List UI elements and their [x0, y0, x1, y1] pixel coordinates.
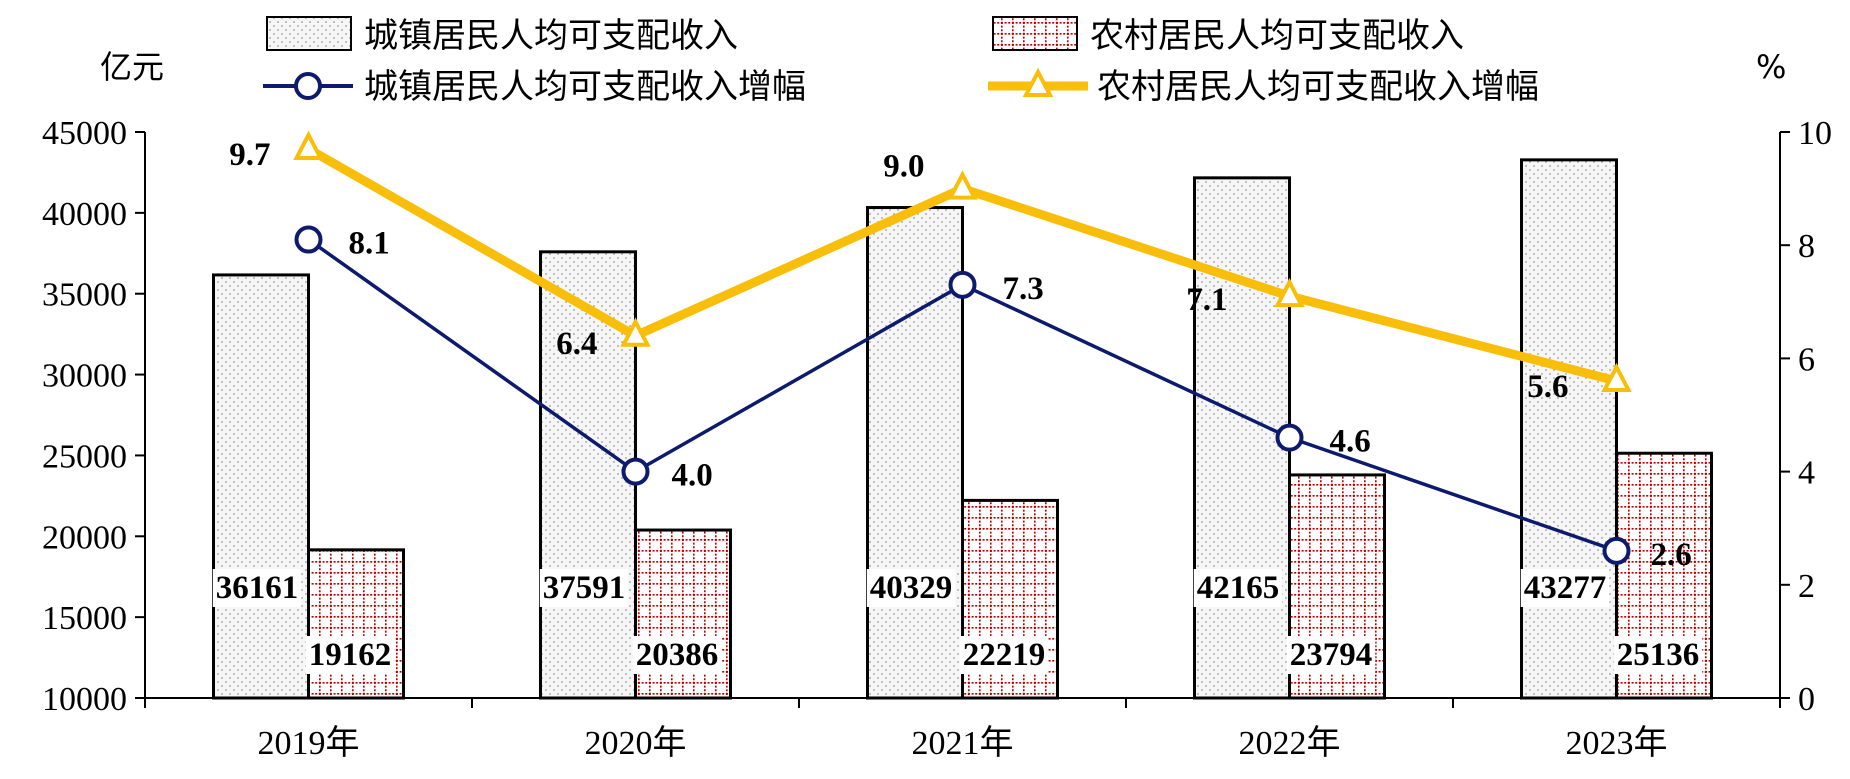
- data-label-urban-income: 40329: [870, 570, 953, 606]
- data-label-rural-income-bg: [305, 636, 395, 674]
- data-label-urban-income-bg: [539, 569, 629, 607]
- left-axis-tick-label: 20000: [42, 519, 127, 556]
- data-label-rural-income-bg: [1613, 636, 1703, 674]
- data-label-urban-income-bg: [1520, 569, 1610, 607]
- growth-lines: [293, 130, 1632, 565]
- data-label-rural-growth: 9.0: [883, 149, 924, 185]
- data-label-rural-income-bg: [632, 636, 722, 674]
- bar-urban-income: [212, 273, 310, 700]
- data-label-rural-income: 19162: [309, 637, 392, 673]
- data-label-urban-growth: 2.6: [1651, 537, 1692, 573]
- bar-urban-income: [1193, 176, 1291, 700]
- right-axis-tick-label: 0: [1798, 681, 1815, 718]
- data-label-rural-income-bg: [959, 636, 1049, 674]
- bars: [212, 158, 1713, 700]
- data-label-rural-income: 23794: [1290, 637, 1373, 673]
- bar-urban-income: [1520, 158, 1618, 700]
- legend-swatch-rural-income: [992, 16, 1078, 51]
- x-axis-tick-label: 2023年: [1566, 724, 1668, 762]
- data-label-rural-income: 20386: [636, 637, 719, 673]
- data-label-rural-income: 22219: [963, 637, 1046, 673]
- right-axis-tick-label: 6: [1798, 341, 1815, 378]
- data-label-urban-growth: 4.6: [1330, 424, 1371, 460]
- data-label-urban-income: 37591: [543, 570, 626, 606]
- marker-urban-growth: [1275, 423, 1304, 452]
- data-label-rural-income: 25136: [1617, 637, 1700, 673]
- data-label-urban-income: 42165: [1197, 570, 1280, 606]
- x-axis-tick-label: 2019年: [258, 724, 360, 762]
- axes: 45000 40000 35000 30000 25000 20000 15000 10000…: [42, 115, 1832, 762]
- bar-urban-income: [539, 250, 637, 700]
- data-label-urban-growth: 8.1: [349, 226, 390, 262]
- left-axis-tick-label: 10000: [42, 681, 127, 718]
- marker-rural-growth: [293, 130, 324, 160]
- legend-swatch-rural-growth: [988, 67, 1088, 97]
- bar-rural-income: [307, 548, 405, 700]
- right-axis-tick-label: 4: [1798, 455, 1815, 492]
- data-label-rural-growth: 9.7: [229, 137, 270, 173]
- data-label-urban-income-bg: [1193, 569, 1283, 607]
- marker-rural-growth: [620, 317, 651, 347]
- data-label-rural-growth: 6.4: [556, 326, 597, 362]
- marker-rural-growth: [1274, 277, 1305, 308]
- marker-urban-growth: [621, 457, 650, 486]
- data-label-urban-growth: 7.3: [1003, 271, 1044, 307]
- marker-urban-growth: [948, 270, 977, 299]
- legend-swatch-urban-growth: [263, 72, 353, 100]
- data-label-urban-growth: 4.0: [672, 458, 713, 494]
- right-axis-unit: %: [1756, 48, 1786, 86]
- data-label-urban-income-bg: [212, 569, 302, 607]
- bar-urban-income: [866, 206, 964, 700]
- right-axis-tick-label: 2: [1798, 568, 1815, 605]
- left-axis-tick-label: 45000: [42, 115, 127, 152]
- legend-label-urban-income: 城镇居民人均可支配收入: [364, 16, 738, 56]
- marker-rural-growth: [1601, 362, 1632, 393]
- left-axis-unit: 亿元: [100, 48, 164, 86]
- left-axis-tick-label: 15000: [42, 600, 127, 637]
- legend-label-urban-growth: 城镇居民人均可支配收入增幅: [364, 67, 806, 107]
- data-label-rural-income-bg: [1286, 636, 1376, 674]
- legend-label-rural-growth: 农村居民人均可支配收入增幅: [1097, 67, 1539, 107]
- left-axis-tick-label: 35000: [42, 277, 127, 314]
- x-axis-tick-label: 2022年: [1239, 724, 1341, 762]
- x-axis-tick-label: 2021年: [912, 724, 1014, 762]
- marker-urban-growth: [294, 225, 323, 254]
- marker-rural-growth: [947, 170, 978, 200]
- right-axis-tick-label: 10: [1798, 115, 1832, 152]
- left-axis-tick-label: 40000: [42, 196, 127, 233]
- legend-label-rural-income: 农村居民人均可支配收入: [1090, 16, 1464, 56]
- data-label-urban-income-bg: [866, 569, 956, 607]
- data-label-urban-income: 36161: [216, 570, 299, 606]
- x-axis-tick-label: 2020年: [585, 724, 687, 762]
- right-axis-tick-label: 8: [1798, 228, 1815, 265]
- legend-swatch-urban-income: [266, 16, 352, 51]
- left-axis-tick-label: 30000: [42, 358, 127, 395]
- left-axis-tick-label: 25000: [42, 438, 127, 475]
- data-label-rural-growth: 5.6: [1527, 369, 1568, 405]
- data-labels: 36161 37591 40329 42165 43277 19162 20386 22219…: [212, 137, 1703, 674]
- legend: 城镇居民人均可支配收入 农村居民人均可支配收入 城镇居民人均可支配收入增幅 农村…: [263, 16, 1539, 107]
- marker-urban-growth: [1602, 536, 1631, 565]
- data-label-rural-growth: 7.1: [1186, 282, 1227, 318]
- data-label-urban-income: 43277: [1524, 570, 1607, 606]
